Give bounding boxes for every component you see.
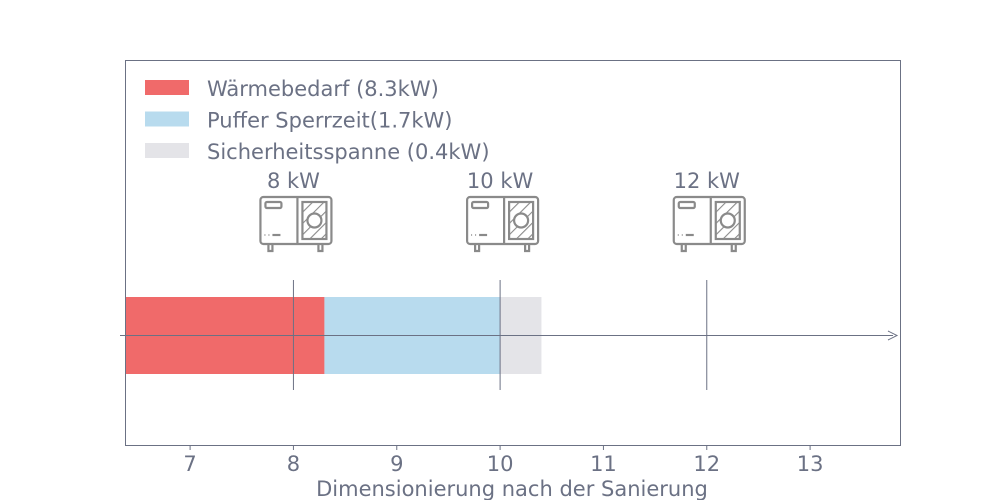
plot-frame	[125, 60, 901, 446]
heat-pump-icon	[672, 195, 746, 253]
x-tick-label: 7	[183, 452, 196, 476]
legend-label: Sicherheitsspanne (0.4kW)	[207, 140, 490, 164]
unit-panel	[471, 200, 490, 210]
x-tick-label: 10	[487, 452, 514, 476]
x-tick-label: 9	[390, 452, 403, 476]
marker-label: 10 kW	[467, 169, 534, 193]
legend-label: Wärmebedarf (8.3kW)	[207, 77, 439, 101]
x-tick-label: 8	[287, 452, 300, 476]
x-tick-label: 11	[590, 452, 617, 476]
x-tick-label: 13	[797, 452, 824, 476]
unit-body	[259, 195, 333, 246]
fan-circle	[719, 212, 736, 229]
unit-body	[672, 195, 746, 246]
legend-label: Puffer Sperrzeit(1.7kW)	[207, 109, 453, 133]
legend-swatch	[145, 111, 189, 127]
heat-pump-icon	[466, 195, 540, 253]
x-tick-label: 12	[693, 452, 720, 476]
marker-label: 12 kW	[674, 169, 741, 193]
x-axis-label: Dimensionierung nach der Sanierung	[316, 477, 708, 500]
unit-feet	[267, 244, 324, 253]
legend-swatch	[145, 80, 189, 95]
marker-label: 8 kW	[267, 169, 320, 193]
fan-circle	[306, 212, 323, 229]
arrow-head-icon	[887, 330, 899, 341]
unit-panel	[264, 200, 283, 210]
unit-feet	[474, 244, 531, 253]
legend-swatch	[145, 143, 189, 158]
heat-pump-icon	[259, 195, 333, 253]
unit-feet	[680, 244, 737, 253]
unit-body	[466, 195, 540, 246]
unit-panel	[677, 200, 696, 210]
fan-circle	[513, 212, 530, 229]
